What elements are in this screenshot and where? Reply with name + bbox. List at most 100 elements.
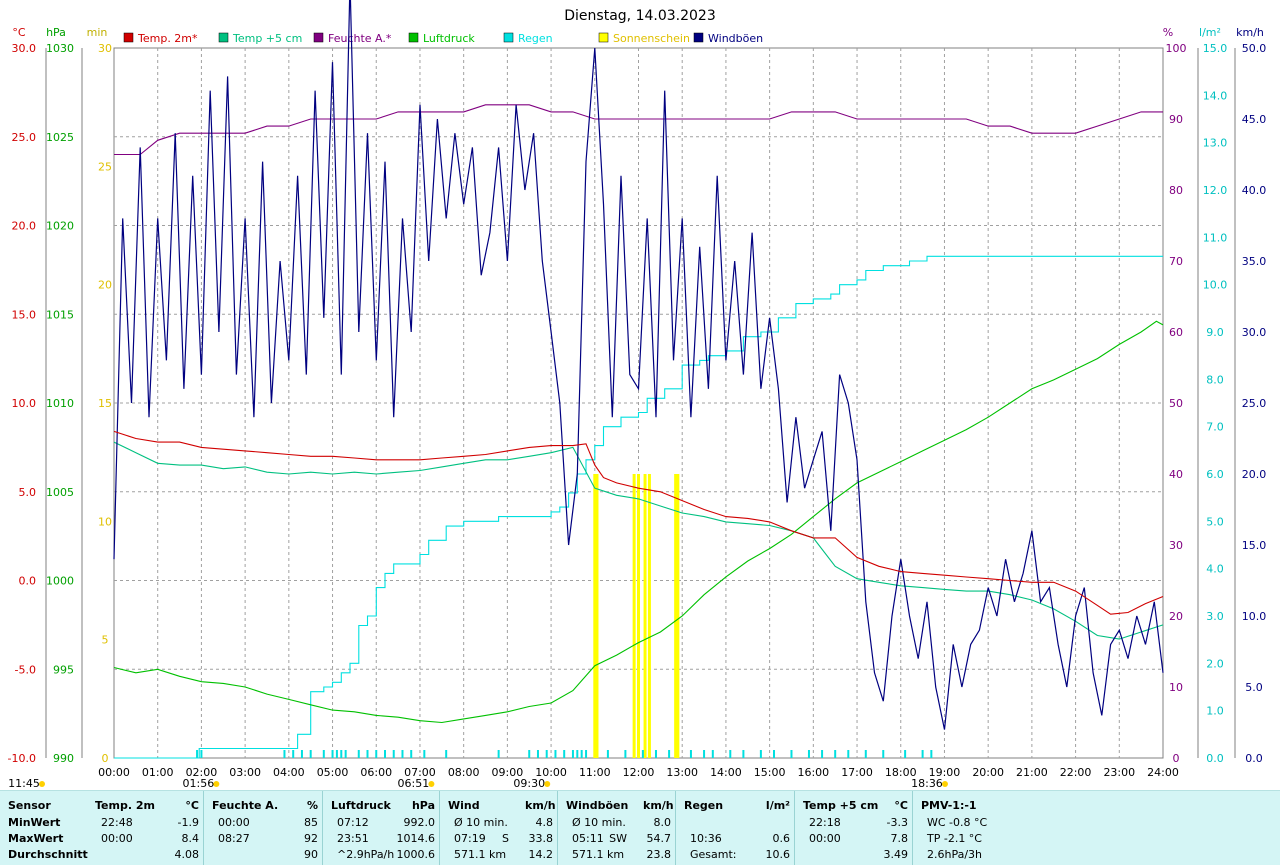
stats-header: PMV-1:-1	[921, 799, 977, 812]
stats-cell-value: 14.2	[528, 848, 554, 861]
tick-label-sunshine: 5	[102, 634, 109, 647]
stats-cell-a: 07:12	[337, 816, 369, 829]
stats-cell-value: 3.49	[883, 848, 909, 861]
stats-cell-a: Ø 10 min.	[572, 816, 626, 829]
axis-unit: l/m²	[1199, 26, 1221, 39]
axis-unit: %	[1163, 26, 1173, 39]
tick-label-rain: 15.0	[1203, 42, 1228, 55]
tick-label-time: 23:00	[1103, 766, 1135, 779]
tick-label-wind: 30.0	[1242, 326, 1267, 339]
tick-label-rain: 4.0	[1206, 563, 1224, 576]
stats-cell-a: 07:19	[454, 832, 486, 845]
tick-label-time: 02:00	[186, 766, 218, 779]
stats-cell-a: 05:11	[572, 832, 604, 845]
tick-label-time: 13:00	[666, 766, 698, 779]
series-layer	[113, 0, 1164, 759]
axis-unit: hPa	[46, 26, 66, 39]
stats-cell-value: 10.6	[765, 848, 791, 861]
series-line	[113, 320, 1164, 724]
tick-label-sunshine: 30	[98, 42, 112, 55]
tick-label-rain: 9.0	[1206, 326, 1224, 339]
axis-ticks: 30.025.020.015.010.05.00.0-5.0-10.010301…	[8, 42, 1267, 779]
tick-label-time: 18:00	[885, 766, 917, 779]
legend-label: Temp +5 cm	[232, 32, 302, 45]
stats-cell-a: 00:00	[218, 816, 250, 829]
stats-unit: °C	[185, 799, 199, 812]
tick-label-sunshine: 25	[98, 160, 112, 173]
stats-cell-value: 90	[304, 848, 318, 861]
column-divider	[794, 791, 795, 865]
tick-label-wind: 5.0	[1245, 681, 1263, 694]
sunshine-bar	[674, 474, 678, 758]
stats-cell-a: 571.1 km	[454, 848, 507, 861]
tick-label-time: 07:00	[404, 766, 436, 779]
tick-label-temp: 15.0	[12, 308, 37, 321]
legend-label: Sonnenschein	[613, 32, 690, 45]
tick-label-pressure: 1010	[46, 397, 74, 410]
stats-header: Wind	[448, 799, 480, 812]
tick-label-rain: 12.0	[1203, 184, 1228, 197]
tick-label-wind: 40.0	[1242, 184, 1267, 197]
stats-cell-a: Gesamt:	[690, 848, 737, 861]
tick-label-time: 11:00	[579, 766, 611, 779]
tick-label-wind: 15.0	[1242, 539, 1267, 552]
tick-label-time: 22:00	[1060, 766, 1092, 779]
tick-label-time: 21:00	[1016, 766, 1048, 779]
stats-cell-value: 1014.6	[396, 832, 436, 845]
sunshine-bar	[632, 474, 636, 758]
tick-label-pressure: 990	[53, 752, 74, 765]
tick-label-wind: 35.0	[1242, 255, 1267, 268]
tick-label-humidity: 40	[1169, 468, 1183, 481]
tick-label-temp: 25.0	[12, 131, 37, 144]
series-line	[114, 104, 1163, 156]
sun-icon	[39, 781, 45, 787]
tick-label-temp: -10.0	[8, 752, 36, 765]
stats-cell-b: S	[502, 832, 509, 845]
stats-unit: %	[306, 799, 318, 812]
tick-label-rain: 0.0	[1206, 752, 1224, 765]
tick-label-wind: 25.0	[1242, 397, 1267, 410]
legend-label: Windböen	[708, 32, 763, 45]
stats-cell-value: 7.8	[890, 832, 909, 845]
tick-label-time: 15:00	[754, 766, 786, 779]
stats-row-label: MaxWert	[8, 832, 64, 845]
tick-label-time: 16:00	[797, 766, 829, 779]
tick-label-humidity: 90	[1169, 113, 1183, 126]
sun-event-label: 11:45	[8, 777, 40, 790]
legend-swatch	[693, 32, 704, 43]
weather-chart: Dienstag, 14.03.2023 Temp. 2m* Temp +5 cm…	[8, 0, 1267, 790]
tick-label-time: 19:00	[929, 766, 961, 779]
tick-label-time: 06:00	[360, 766, 392, 779]
stats-cell-value: 8.0	[653, 816, 672, 829]
tick-label-pressure: 1000	[46, 575, 74, 588]
tick-label-humidity: 80	[1169, 184, 1183, 197]
legend-swatch	[598, 32, 609, 43]
tick-label-time: 12:00	[623, 766, 655, 779]
sun-event-label: 18:36	[911, 777, 943, 790]
tick-label-rain: 1.0	[1206, 705, 1224, 718]
stats-cell-a: 00:00	[101, 832, 133, 845]
stats-cell-a: 22:48	[101, 816, 133, 829]
tick-label-sunshine: 15	[98, 397, 112, 410]
stats-unit: hPa	[411, 799, 435, 812]
stats-cell-value: -1.9	[177, 816, 199, 829]
stats-cell-value: 85	[304, 816, 318, 829]
tick-label-humidity: 30	[1169, 539, 1183, 552]
stats-cell-value: 23.8	[646, 848, 672, 861]
axis-unit: °C	[12, 26, 26, 39]
tick-label-humidity: 0	[1173, 752, 1180, 765]
tick-label-time: 14:00	[710, 766, 742, 779]
legend-label: Feuchte A.*	[328, 32, 392, 45]
stats-cell-a: 22:18	[809, 816, 841, 829]
tick-label-temp: -5.0	[15, 663, 36, 676]
legend: Temp. 2m* Temp +5 cm Feuchte A.* Luftdruck R…	[123, 32, 763, 45]
column-divider	[675, 791, 676, 865]
tick-label-time: 10:00	[535, 766, 567, 779]
tick-label-humidity: 100	[1166, 42, 1187, 55]
tick-label-rain: 14.0	[1203, 89, 1228, 102]
sunshine-bar	[676, 474, 680, 758]
stats-row-label: Durchschnitt	[8, 848, 88, 861]
tick-label-pressure: 1030	[46, 42, 74, 55]
tick-label-wind: 50.0	[1242, 42, 1267, 55]
stats-header: Temp +5 cm	[803, 799, 879, 812]
